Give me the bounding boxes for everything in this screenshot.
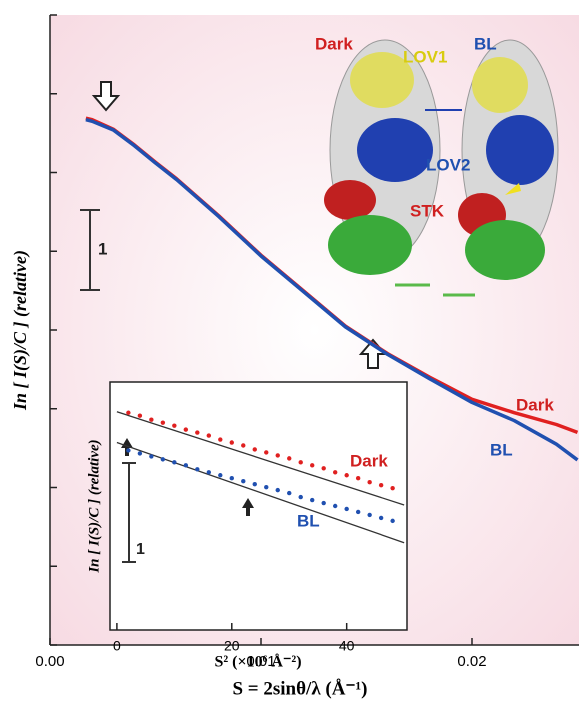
scale-bar (80, 209, 100, 291)
data-point (241, 443, 246, 448)
inset-scale-bar-label: 1 (136, 541, 145, 558)
data-point (206, 433, 212, 438)
data-point (287, 456, 292, 461)
data-point (390, 518, 395, 524)
inset-series-label: Dark (350, 451, 388, 470)
x-tick-label: 40 (339, 638, 355, 654)
data-point (275, 487, 280, 493)
x-tick-label: 0.01 (246, 653, 275, 670)
data-point (344, 506, 349, 512)
data-point (206, 470, 212, 475)
data-point (332, 503, 338, 509)
data-point (264, 484, 269, 490)
inset-x-axis-title: S² (×10⁶ Å⁻²) (214, 653, 301, 671)
data-point (275, 453, 280, 458)
data-point (298, 460, 303, 465)
data-point (252, 481, 257, 487)
scale-bar-label: 1 (98, 239, 107, 258)
inset-frame (109, 381, 408, 631)
structure-label: STK (410, 201, 445, 220)
data-point (310, 497, 315, 503)
data-point (378, 482, 384, 488)
data-point (183, 427, 189, 432)
data-point (126, 410, 131, 415)
inset-y-axis-title: In [ I(S)/C ] (relative) (86, 439, 102, 573)
data-point (390, 485, 395, 491)
inset-scale-bar (122, 462, 136, 563)
data-point (321, 466, 326, 471)
data-point (172, 423, 177, 428)
x-tick-label: 0.00 (35, 653, 64, 670)
x-tick-label: 20 (224, 638, 240, 654)
data-point (218, 437, 223, 442)
data-point (149, 417, 154, 422)
fit-line (116, 411, 405, 506)
y-axis-title: In [ I(S)/C ] (relative) (10, 250, 31, 411)
data-line (85, 118, 579, 462)
data-point (137, 451, 143, 456)
data-point (355, 476, 361, 481)
data-point (321, 500, 326, 506)
data-point (298, 494, 303, 500)
structure-label: LOV1 (403, 47, 447, 66)
data-point (218, 473, 223, 478)
data-point (229, 476, 234, 481)
data-point (287, 490, 292, 496)
data-point (183, 463, 189, 468)
data-point (160, 457, 166, 462)
structure-illustration (324, 39, 559, 297)
structure-label: LOV2 (426, 155, 470, 174)
data-point (149, 454, 154, 459)
data-point (229, 440, 234, 445)
data-point (160, 420, 166, 425)
series-label: BL (490, 440, 513, 459)
data-point (378, 515, 384, 521)
data-point (310, 463, 315, 468)
data-point (367, 479, 372, 485)
structure-label: Dark (315, 34, 353, 53)
series-label: Dark (516, 395, 554, 414)
inset-series-label: BL (297, 511, 320, 530)
x-tick-label: 0.02 (457, 653, 486, 670)
data-point (344, 473, 349, 478)
x-tick-label: 0 (113, 638, 121, 654)
data-point (241, 479, 246, 484)
inset-arrows (121, 438, 254, 516)
data-point (367, 512, 372, 518)
data-point (126, 448, 131, 453)
data-point (264, 450, 269, 455)
x-axis-title: S = 2sinθ/λ (Å⁻¹) (232, 678, 367, 699)
structure-label: BL (474, 34, 497, 53)
data-point (252, 447, 257, 452)
data-point (137, 413, 143, 418)
data-point (195, 467, 200, 472)
data-point (332, 470, 338, 475)
data-point (172, 460, 177, 465)
data-point (195, 430, 200, 435)
data-point (355, 509, 361, 515)
